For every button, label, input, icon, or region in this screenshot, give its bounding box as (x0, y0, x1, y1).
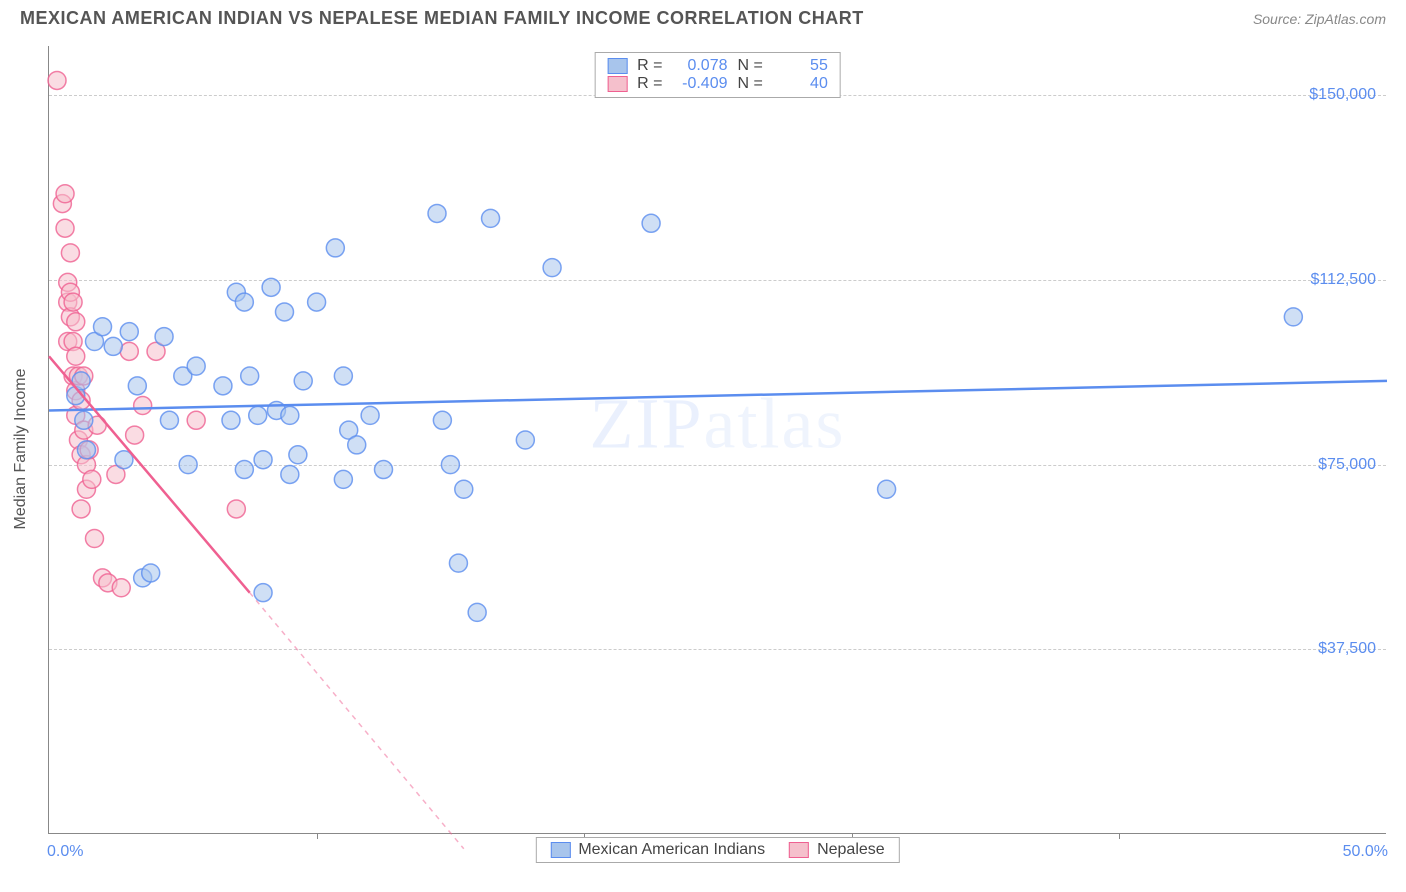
data-point (262, 278, 280, 296)
data-point (1284, 308, 1302, 326)
data-point (56, 219, 74, 237)
data-point (441, 456, 459, 474)
data-point (428, 204, 446, 222)
r-label: R = (637, 57, 662, 75)
stats-row: R = -0.409 N = 40 (607, 75, 828, 93)
data-point (334, 470, 352, 488)
data-point (72, 500, 90, 518)
stats-row: R = 0.078 N = 55 (607, 57, 828, 75)
data-point (85, 530, 103, 548)
data-point (61, 244, 79, 262)
legend-item: Nepalese (789, 841, 885, 859)
series-swatch (607, 76, 627, 92)
legend-label: Mexican American Indians (578, 841, 765, 859)
data-point (543, 259, 561, 277)
data-point (249, 406, 267, 424)
data-point (254, 451, 272, 469)
data-point (128, 377, 146, 395)
data-point (348, 436, 366, 454)
data-point (482, 209, 500, 227)
data-point (254, 584, 272, 602)
legend-label: Nepalese (817, 841, 885, 859)
n-label: N = (738, 57, 763, 75)
legend-item: Mexican American Indians (550, 841, 765, 859)
data-point (235, 461, 253, 479)
data-point (120, 323, 138, 341)
data-point (334, 367, 352, 385)
data-point (361, 406, 379, 424)
data-point (275, 303, 293, 321)
series-swatch (607, 58, 627, 74)
data-point (281, 465, 299, 483)
data-point (642, 214, 660, 232)
data-point (142, 564, 160, 582)
data-point (222, 411, 240, 429)
data-point (94, 318, 112, 336)
data-point (187, 411, 205, 429)
x-axis-min-label: 0.0% (47, 843, 83, 861)
correlation-stats-box: R = 0.078 N = 55 R = -0.409 N = 40 (594, 52, 841, 98)
data-point (155, 328, 173, 346)
data-point (878, 480, 896, 498)
data-point (120, 342, 138, 360)
data-point (75, 411, 93, 429)
data-point (126, 426, 144, 444)
data-point (67, 313, 85, 331)
chart-title: MEXICAN AMERICAN INDIAN VS NEPALESE MEDI… (20, 8, 864, 29)
chart-plot-area: Median Family Income $37,500$75,000$112,… (48, 46, 1386, 834)
data-point (308, 293, 326, 311)
data-point (227, 500, 245, 518)
data-point (294, 372, 312, 390)
data-point (214, 377, 232, 395)
data-point (468, 603, 486, 621)
x-tick (317, 833, 318, 839)
data-point (83, 470, 101, 488)
data-point (326, 239, 344, 257)
data-point (281, 406, 299, 424)
r-label: R = (637, 75, 662, 93)
n-value: 55 (773, 57, 828, 75)
scatter-plot-svg (49, 46, 1386, 833)
n-value: 40 (773, 75, 828, 93)
data-point (67, 347, 85, 365)
data-point (160, 411, 178, 429)
data-point (449, 554, 467, 572)
data-point (64, 293, 82, 311)
y-axis-title: Median Family Income (12, 368, 30, 529)
data-point (77, 441, 95, 459)
data-point (104, 337, 122, 355)
data-point (235, 293, 253, 311)
x-axis-max-label: 50.0% (1343, 843, 1388, 861)
data-point (187, 357, 205, 375)
source-attribution: Source: ZipAtlas.com (1253, 11, 1386, 27)
data-point (134, 397, 152, 415)
data-point (516, 431, 534, 449)
x-tick (1119, 833, 1120, 839)
legend-swatch (789, 842, 809, 858)
trend-line-extension (250, 593, 464, 849)
data-point (289, 446, 307, 464)
r-value: -0.409 (673, 75, 728, 93)
data-point (179, 456, 197, 474)
data-point (433, 411, 451, 429)
legend-swatch (550, 842, 570, 858)
data-point (112, 579, 130, 597)
r-value: 0.078 (673, 57, 728, 75)
data-point (455, 480, 473, 498)
data-point (48, 71, 66, 89)
data-point (56, 185, 74, 203)
data-point (375, 461, 393, 479)
data-point (241, 367, 259, 385)
n-label: N = (738, 75, 763, 93)
legend: Mexican American Indians Nepalese (535, 837, 899, 863)
